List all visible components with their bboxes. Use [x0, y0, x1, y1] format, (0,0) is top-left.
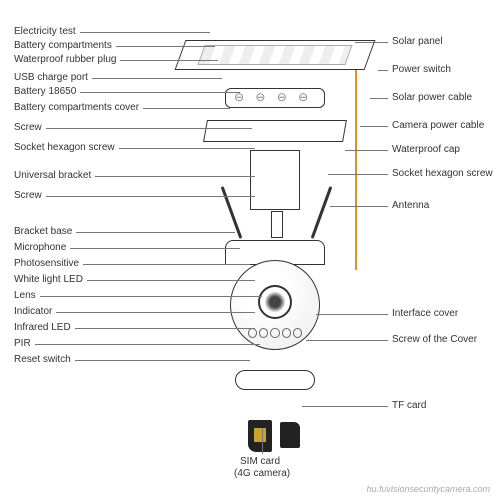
leader-line [302, 406, 388, 407]
leader-line [330, 206, 388, 207]
part-lens [258, 285, 292, 319]
callout-label-right-5: Socket hexagon screw [392, 168, 493, 179]
callout-label-left-3: USB charge port [14, 72, 88, 83]
callout-label-left-18: Reset switch [14, 354, 71, 365]
callout-label-right-4: Waterproof cap [392, 144, 460, 155]
callout-label-right-6: Antenna [392, 200, 429, 211]
leader-line [56, 312, 255, 313]
leader-line [35, 344, 260, 345]
callout-label-left-10: Bracket base [14, 226, 72, 237]
callout-label-right-3: Camera power cable [392, 120, 484, 131]
leader-line [306, 340, 388, 341]
leader-line [75, 360, 250, 361]
callout-label-left-8: Universal bracket [14, 170, 91, 181]
part-led-row [248, 328, 302, 338]
exploded-view [180, 40, 370, 460]
callout-label-left-7: Socket hexagon screw [14, 142, 115, 153]
leader-line [262, 428, 263, 454]
part-universal-bracket [250, 150, 300, 210]
part-cable [355, 70, 357, 270]
part-sim-card [248, 420, 272, 452]
watermark: hu.fuvisionsecuritycamera.com [366, 484, 490, 494]
leader-line [143, 108, 230, 109]
callout-label-bottom-0: SIM card [240, 456, 280, 467]
leader-line [120, 60, 218, 61]
leader-line [360, 126, 388, 127]
part-battery-cover [203, 120, 347, 142]
leader-line [116, 46, 215, 47]
callout-label-right-9: TF card [392, 400, 426, 411]
leader-line [119, 148, 255, 149]
leader-line [95, 176, 255, 177]
part-tf-card [280, 422, 300, 448]
callout-label-left-2: Waterproof rubber plug [14, 54, 116, 65]
callout-label-left-6: Screw [14, 122, 42, 133]
leader-line [92, 78, 222, 79]
callout-label-right-7: Interface cover [392, 308, 458, 319]
leader-line [83, 264, 250, 265]
part-battery-tray [225, 88, 325, 108]
callout-label-right-8: Screw of the Cover [392, 334, 477, 345]
part-bottom-plate [235, 370, 315, 390]
part-antenna-left [221, 186, 243, 239]
leader-line [378, 70, 388, 71]
callout-label-left-9: Screw [14, 190, 42, 201]
part-antenna-right [311, 186, 333, 239]
callout-label-left-4: Battery 18650 [14, 86, 76, 97]
callout-label-left-14: Lens [14, 290, 36, 301]
leader-line [76, 232, 235, 233]
leader-line [370, 98, 388, 99]
callout-label-right-0: Solar panel [392, 36, 443, 47]
leader-line [87, 280, 255, 281]
callout-label-left-11: Microphone [14, 242, 66, 253]
callout-label-left-12: Photosensitive [14, 258, 79, 269]
leader-line [46, 128, 252, 129]
callout-label-left-5: Battery compartments cover [14, 102, 139, 113]
callout-label-bottom-1: (4G camera) [234, 468, 290, 479]
part-solar-panel [175, 40, 376, 70]
leader-line [46, 196, 255, 197]
leader-line [40, 296, 262, 297]
callout-label-right-2: Solar power cable [392, 92, 472, 103]
leader-line [80, 32, 210, 33]
leader-line [316, 314, 388, 315]
callout-label-left-17: PIR [14, 338, 31, 349]
leader-line [345, 150, 388, 151]
callout-label-left-13: White light LED [14, 274, 83, 285]
leader-line [70, 248, 240, 249]
leader-line [80, 92, 240, 93]
callout-label-left-16: Infrared LED [14, 322, 71, 333]
callout-label-left-0: Electricity test [14, 26, 76, 37]
leader-line [355, 42, 388, 43]
callout-label-right-1: Power switch [392, 64, 451, 75]
callout-label-left-15: Indicator [14, 306, 52, 317]
leader-line [328, 174, 388, 175]
leader-line [75, 328, 255, 329]
callout-label-left-1: Battery compartments [14, 40, 112, 51]
